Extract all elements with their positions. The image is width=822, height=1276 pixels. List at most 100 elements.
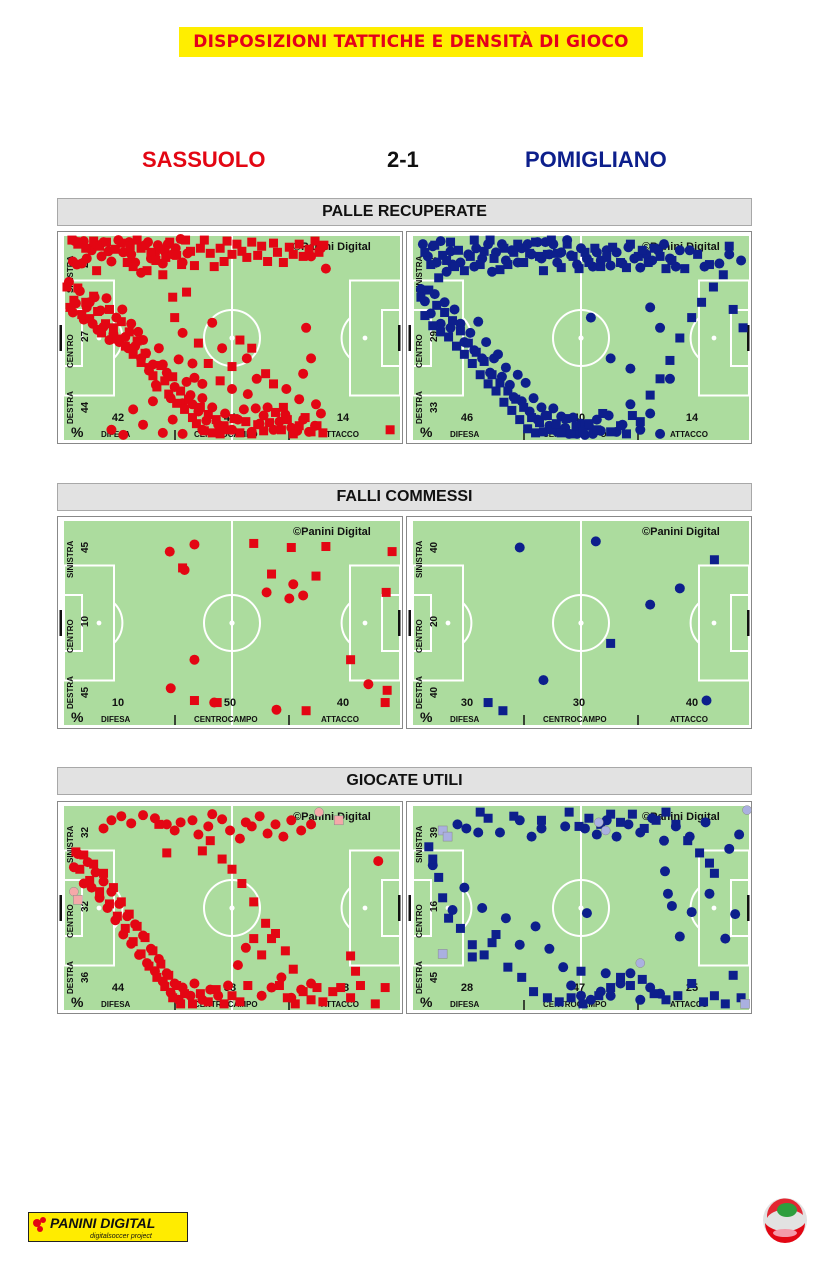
event-circle — [701, 695, 712, 706]
zone-label-attacco: ATTACCO — [321, 1000, 359, 1009]
event-square — [89, 291, 99, 301]
event-square — [140, 933, 150, 943]
event-circle — [101, 293, 112, 304]
zone-pct-difesa: 30 — [461, 697, 473, 709]
zone-label-centrocampo: CENTROCAMPO — [194, 715, 258, 724]
event-square — [112, 334, 122, 344]
right-goal — [747, 895, 750, 921]
event-square — [584, 419, 594, 429]
event-square — [385, 425, 395, 435]
event-square — [432, 300, 442, 310]
event-square — [627, 809, 637, 819]
event-circle — [461, 823, 472, 834]
event-circle — [294, 394, 305, 405]
event-circle — [128, 404, 139, 415]
event-circle — [538, 675, 549, 686]
event-square — [81, 297, 91, 307]
event-square — [556, 428, 566, 438]
event-circle — [173, 354, 184, 365]
event-circle — [645, 599, 656, 610]
event-square — [116, 317, 126, 327]
event-circle-faded — [635, 958, 646, 968]
event-square — [306, 427, 316, 437]
event-square — [312, 421, 322, 431]
event-circle — [256, 990, 267, 1001]
event-square — [566, 993, 576, 1003]
event-square — [272, 247, 282, 257]
event-square — [519, 258, 529, 268]
event-square — [104, 304, 114, 314]
event-square — [219, 999, 229, 1009]
event-circle — [373, 856, 384, 867]
event-square — [152, 382, 162, 392]
event-square — [709, 868, 719, 878]
event-square — [181, 235, 191, 245]
event-square — [223, 425, 233, 435]
event-square — [475, 807, 485, 817]
event-square — [176, 386, 186, 396]
event-square — [261, 369, 271, 379]
zone-pct-attacco: 14 — [686, 412, 699, 424]
event-square — [125, 241, 135, 251]
event-square — [151, 255, 161, 265]
event-square — [215, 243, 225, 253]
event-square — [499, 397, 509, 407]
event-square — [211, 415, 221, 425]
event-square — [529, 987, 539, 997]
event-square — [483, 379, 493, 389]
event-square — [370, 999, 380, 1009]
event-square — [197, 846, 207, 856]
pitch-markings — [412, 521, 750, 725]
event-square — [499, 243, 509, 253]
event-square — [667, 255, 677, 265]
event-square — [278, 402, 288, 412]
event-circle — [611, 831, 622, 842]
event-square — [556, 263, 566, 273]
event-square — [637, 245, 647, 255]
event-square — [661, 995, 671, 1005]
event-square — [328, 987, 338, 997]
event-circle — [536, 402, 547, 413]
event-circle — [189, 539, 200, 550]
event-circle — [106, 424, 117, 435]
event-circle — [581, 908, 592, 919]
event-circle — [189, 978, 200, 989]
event-square — [531, 428, 541, 438]
event-square — [142, 266, 152, 276]
event-square — [290, 999, 300, 1009]
event-square — [709, 991, 719, 1001]
event-square — [136, 949, 146, 959]
lane-label-centro: CENTRO — [66, 334, 75, 368]
event-square — [191, 419, 201, 429]
event-square — [355, 981, 365, 991]
event-circle — [522, 239, 533, 250]
center-circle — [552, 594, 610, 652]
event-circle — [271, 704, 282, 715]
event-square — [534, 418, 544, 428]
right-goal — [398, 895, 401, 921]
event-circle — [268, 424, 279, 435]
event-circle — [558, 962, 569, 973]
event-square — [487, 938, 497, 948]
event-square — [578, 427, 588, 437]
left-goal — [408, 325, 411, 351]
event-square — [709, 555, 719, 565]
event-square — [128, 937, 138, 947]
lane-pct-destra: 44 — [80, 401, 91, 413]
lane-label-destra: DESTRA — [415, 961, 424, 994]
event-circle — [526, 831, 537, 842]
event-circle — [441, 266, 452, 277]
event-circle — [566, 980, 577, 991]
event-square — [120, 923, 130, 933]
left-goal-box — [63, 879, 83, 937]
event-square — [140, 348, 150, 358]
event-square — [426, 260, 436, 270]
event-circle — [98, 876, 109, 887]
zone-label-attacco: ATTACCO — [670, 430, 708, 439]
event-square — [101, 237, 111, 247]
event-square — [594, 991, 604, 1001]
event-square — [675, 333, 685, 343]
event-square — [205, 248, 215, 258]
event-square — [351, 966, 361, 976]
event-square — [229, 414, 239, 424]
